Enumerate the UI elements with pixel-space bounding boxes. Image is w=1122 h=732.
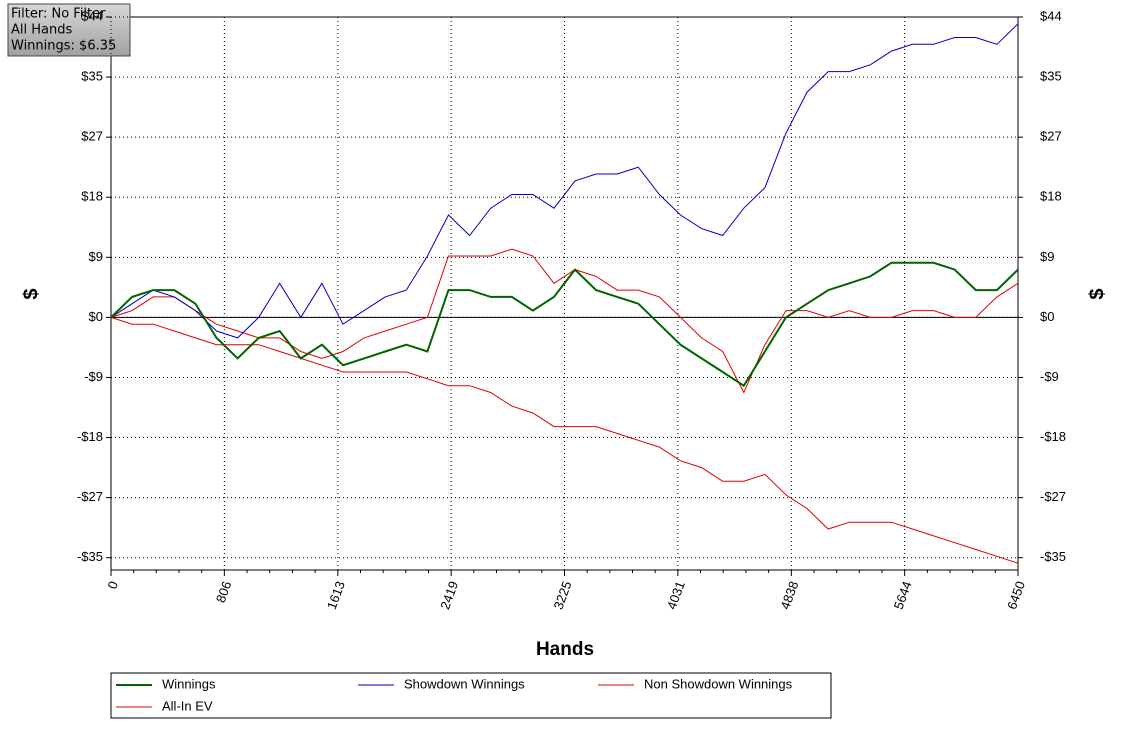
- y-tick-label: $27: [81, 129, 103, 144]
- legend-label: Winnings: [162, 676, 216, 691]
- y-tick-label: -$18: [77, 429, 103, 444]
- y2-axis-label: $: [1086, 288, 1108, 299]
- info-line: Filter: No Filter: [11, 7, 106, 22]
- y2-tick-label: $9: [1040, 249, 1054, 264]
- x-tick-label: 1613: [324, 579, 348, 611]
- y2-tick-label: $44: [1040, 8, 1062, 23]
- x-tick-label: 806: [213, 579, 235, 605]
- y2-tick-label: -$9: [1040, 369, 1059, 384]
- y-tick-label: $35: [81, 69, 103, 84]
- y2-tick-label: $27: [1040, 129, 1062, 144]
- y2-tick-label: -$35: [1040, 549, 1066, 564]
- y2-tick-label: $35: [1040, 69, 1062, 84]
- legend-label: Non Showdown Winnings: [644, 676, 793, 691]
- legend: [110, 672, 832, 719]
- y-tick-label: -$35: [77, 549, 103, 564]
- x-axis-label: Hands: [536, 639, 594, 660]
- y2-tick-label: $18: [1040, 189, 1062, 204]
- y2-tick-label: -$18: [1040, 429, 1066, 444]
- x-tick-label: 6450: [1004, 579, 1028, 611]
- x-tick-label: 3225: [551, 579, 575, 611]
- series-line: [110, 23, 1019, 339]
- x-tick-label: 0: [104, 579, 121, 591]
- y-tick-label: $44: [81, 8, 103, 23]
- y-tick-label: -$27: [77, 489, 103, 504]
- info-background: [7, 3, 131, 57]
- info-line: All Hands: [11, 23, 72, 38]
- y-tick-label: $18: [81, 189, 103, 204]
- y-tick-label: -$9: [84, 369, 103, 384]
- info-line: Winnings: $6.35: [11, 39, 116, 54]
- series-line: [110, 248, 1019, 394]
- legend-label: All-In EV: [162, 698, 213, 713]
- y-tick-label: $9: [89, 249, 103, 264]
- x-tick-label: 2419: [437, 579, 461, 611]
- series-line: [110, 316, 1019, 564]
- y2-tick-label: -$27: [1040, 489, 1066, 504]
- x-tick-label: 4031: [664, 579, 688, 611]
- x-tick-label: 5644: [891, 579, 915, 611]
- legend-label: Showdown Winnings: [404, 676, 525, 691]
- y-axis-label: $: [20, 288, 42, 299]
- x-tick-label: 4838: [777, 579, 801, 611]
- series-line: [110, 261, 1019, 388]
- y2-tick-label: $0: [1040, 309, 1054, 324]
- y-tick-label: $0: [89, 309, 103, 324]
